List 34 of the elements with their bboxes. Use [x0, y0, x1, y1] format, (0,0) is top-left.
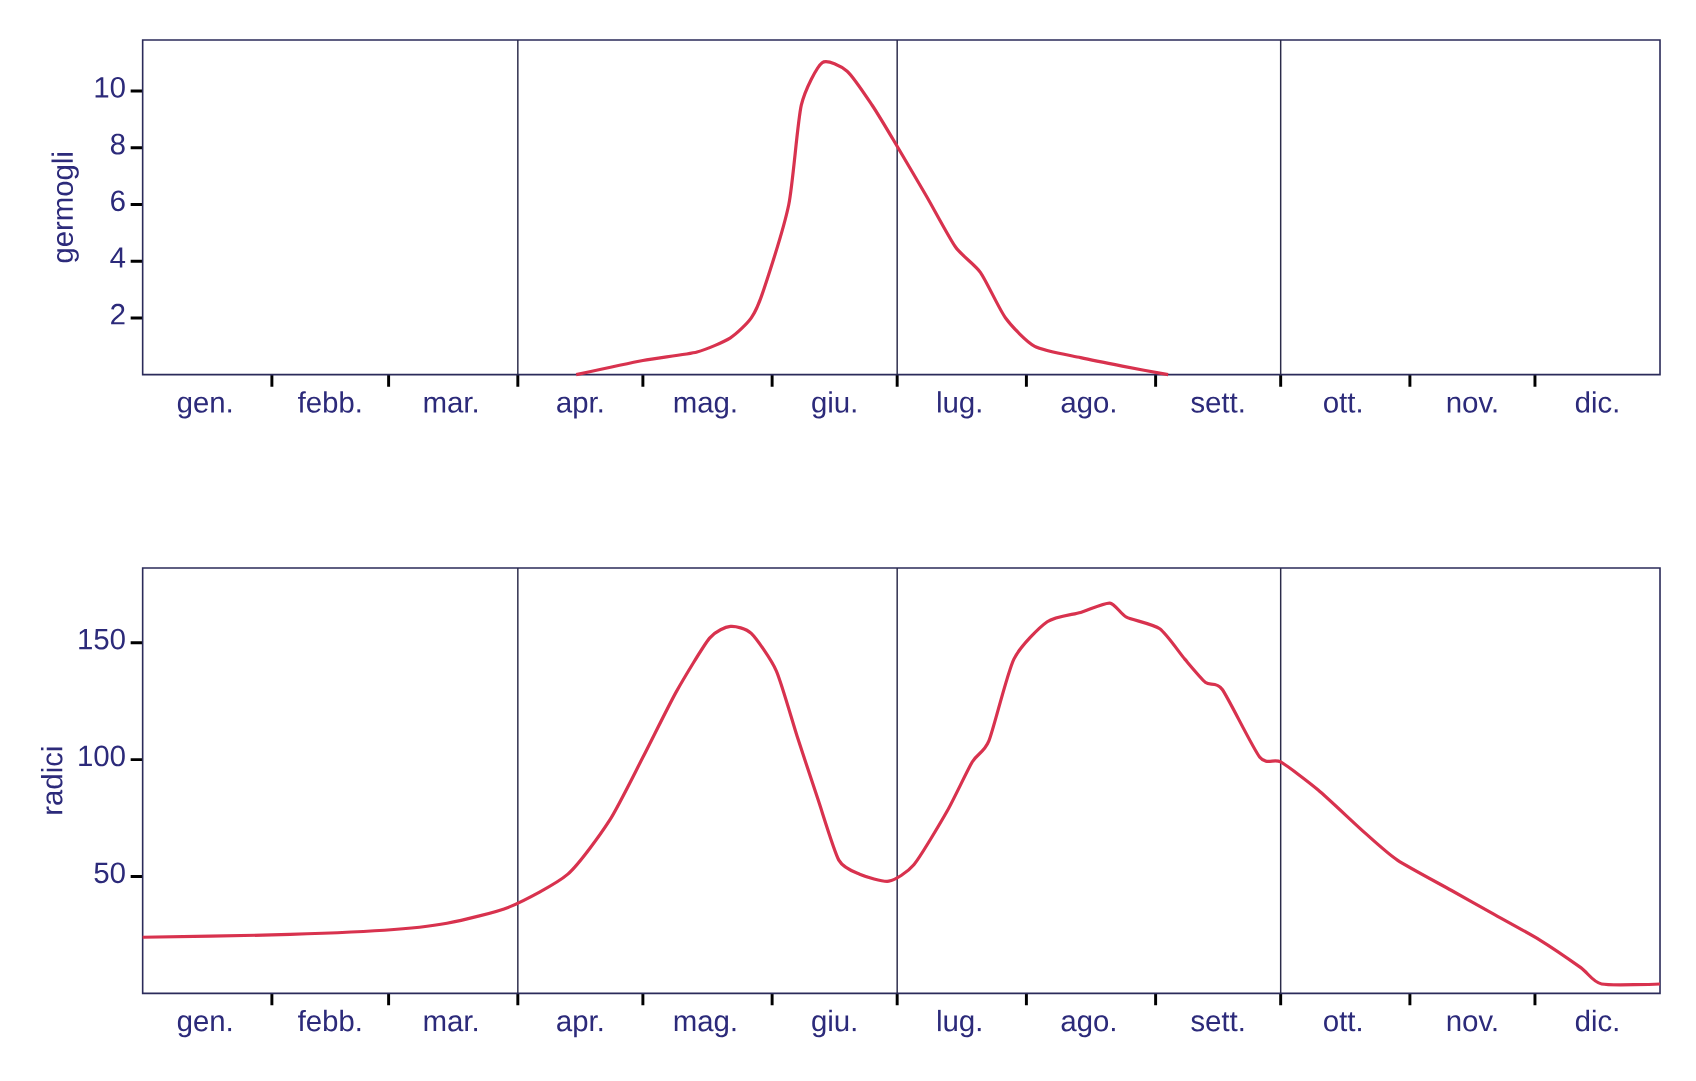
x-tick-label: lug. — [938, 391, 981, 419]
x-tick-label: mar. — [424, 396, 477, 413]
x-tick-label: giu. — [812, 391, 856, 419]
x-tick-label: gen. — [177, 396, 232, 419]
y-tick-label: 10 — [95, 76, 125, 98]
x-tick-label: mag. — [674, 396, 736, 419]
x-tick-label: nov. — [1447, 1015, 1497, 1032]
y-tick-label: 4 — [110, 247, 126, 268]
x-tick-label: ott. — [1324, 393, 1361, 413]
y-tick-label: 100 — [79, 745, 125, 767]
y-tick-label: 8 — [110, 133, 125, 155]
x-tick-label: sett. — [1191, 1012, 1244, 1032]
x-tick-label: nov. — [1447, 396, 1497, 413]
x-tick-label: gen. — [177, 1015, 232, 1038]
x-tick-label: febb. — [298, 1009, 361, 1032]
x-tick-label: dic. — [1575, 1009, 1618, 1032]
y-tick-label: 50 — [94, 862, 125, 884]
x-tick-label: sett. — [1191, 393, 1244, 413]
x-tick-label: ott. — [1324, 1012, 1361, 1032]
x-tick-label: giu. — [812, 1009, 856, 1038]
y-axis-title: germogli — [51, 152, 79, 263]
x-tick-label: mar. — [424, 1015, 477, 1032]
y-tick-label: 150 — [79, 628, 125, 650]
x-tick-label: apr. — [557, 1015, 603, 1038]
y-axis-title: radici — [40, 747, 63, 814]
x-tick-label: apr. — [557, 396, 603, 419]
x-tick-label: febb. — [298, 391, 361, 413]
y-tick-label: 2 — [111, 303, 125, 325]
x-tick-label: dic. — [1575, 391, 1618, 413]
y-tick-label: 6 — [111, 190, 125, 212]
x-tick-label: lug. — [938, 1009, 981, 1038]
x-tick-label: mag. — [674, 1015, 736, 1038]
x-tick-label: ago. — [1061, 1015, 1115, 1038]
x-tick-label: ago. — [1061, 396, 1115, 419]
